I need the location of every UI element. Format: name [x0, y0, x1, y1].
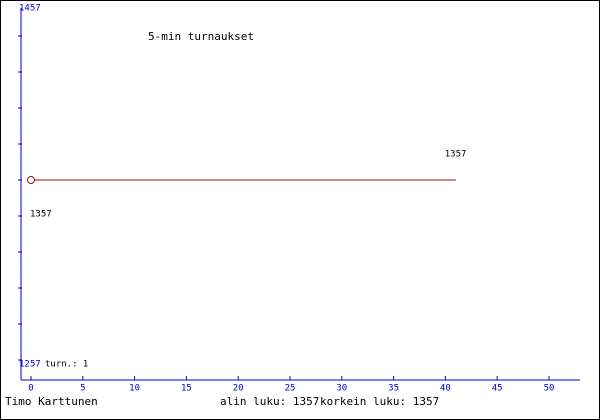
x-tick-label: 20 [233, 384, 244, 394]
author: Timo Karttunen [5, 395, 98, 408]
x-tick-label: 45 [492, 384, 503, 394]
y-tick-label: 1457 [19, 4, 41, 14]
x-tick-label: 0 [28, 384, 33, 394]
y-tick-label: 1257 [19, 360, 41, 370]
annotation: turn.: 1 [45, 360, 88, 370]
x-tick-label: 40 [440, 384, 451, 394]
x-tick-label: 10 [129, 384, 140, 394]
footer-min: alin luku: 1357 [220, 395, 319, 408]
value-label: 1357 [30, 210, 52, 220]
x-tick-label: 15 [181, 384, 192, 394]
chart-title: 5-min turnaukset [148, 30, 254, 43]
footer-max: korkein luku: 1357 [320, 395, 439, 408]
x-tick-label: 35 [388, 384, 399, 394]
x-tick-label: 50 [544, 384, 555, 394]
x-tick-label: 30 [336, 384, 347, 394]
value-label: 1357 [445, 150, 467, 160]
point-marker [27, 176, 35, 184]
x-tick-label: 25 [285, 384, 296, 394]
x-tick-label: 5 [80, 384, 85, 394]
